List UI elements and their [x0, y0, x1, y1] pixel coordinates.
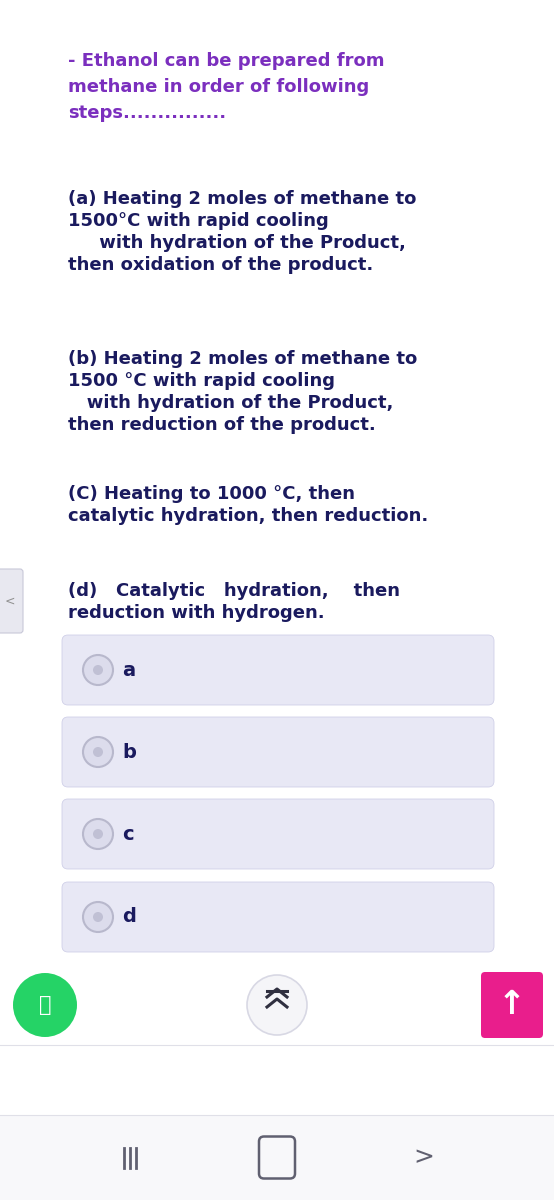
- Text: (C) Heating to 1000 °C, then: (C) Heating to 1000 °C, then: [68, 485, 355, 503]
- Text: 1500°C with rapid cooling: 1500°C with rapid cooling: [68, 212, 329, 230]
- Text: 1500 °C with rapid cooling: 1500 °C with rapid cooling: [68, 372, 335, 390]
- Circle shape: [83, 902, 113, 932]
- Circle shape: [93, 746, 103, 757]
- Text: <: <: [5, 594, 16, 607]
- Text: with hydration of the Product,: with hydration of the Product,: [68, 394, 393, 412]
- Text: ↑: ↑: [498, 989, 526, 1021]
- Circle shape: [83, 655, 113, 685]
- Text: a: a: [122, 660, 135, 679]
- Text: then oxidation of the product.: then oxidation of the product.: [68, 256, 373, 274]
- FancyBboxPatch shape: [62, 635, 494, 704]
- Circle shape: [83, 818, 113, 850]
- Text: with hydration of the Product,: with hydration of the Product,: [68, 234, 406, 252]
- FancyBboxPatch shape: [62, 799, 494, 869]
- Text: >: >: [414, 1146, 434, 1170]
- Circle shape: [93, 665, 103, 674]
- Text: b: b: [122, 743, 136, 762]
- Text: (d)   Catalytic   hydration,    then: (d) Catalytic hydration, then: [68, 582, 400, 600]
- Circle shape: [83, 737, 113, 767]
- FancyBboxPatch shape: [481, 972, 543, 1038]
- Text: - Ethanol can be prepared from: - Ethanol can be prepared from: [68, 52, 384, 70]
- Text: reduction with hydrogen.: reduction with hydrogen.: [68, 604, 325, 622]
- Circle shape: [93, 912, 103, 922]
- Text: 📞: 📞: [39, 995, 52, 1015]
- Circle shape: [93, 829, 103, 839]
- FancyBboxPatch shape: [62, 882, 494, 952]
- Text: methane in order of following: methane in order of following: [68, 78, 370, 96]
- Text: catalytic hydration, then reduction.: catalytic hydration, then reduction.: [68, 506, 428, 526]
- Text: then reduction of the product.: then reduction of the product.: [68, 416, 376, 434]
- FancyBboxPatch shape: [0, 569, 23, 634]
- FancyBboxPatch shape: [62, 716, 494, 787]
- Circle shape: [247, 974, 307, 1034]
- Text: (a) Heating 2 moles of methane to: (a) Heating 2 moles of methane to: [68, 190, 417, 208]
- Text: d: d: [122, 907, 136, 926]
- FancyBboxPatch shape: [0, 965, 554, 1045]
- Circle shape: [13, 973, 77, 1037]
- Text: c: c: [122, 824, 134, 844]
- Text: steps...............: steps...............: [68, 104, 226, 122]
- Text: (b) Heating 2 moles of methane to: (b) Heating 2 moles of methane to: [68, 350, 417, 368]
- FancyBboxPatch shape: [0, 1115, 554, 1200]
